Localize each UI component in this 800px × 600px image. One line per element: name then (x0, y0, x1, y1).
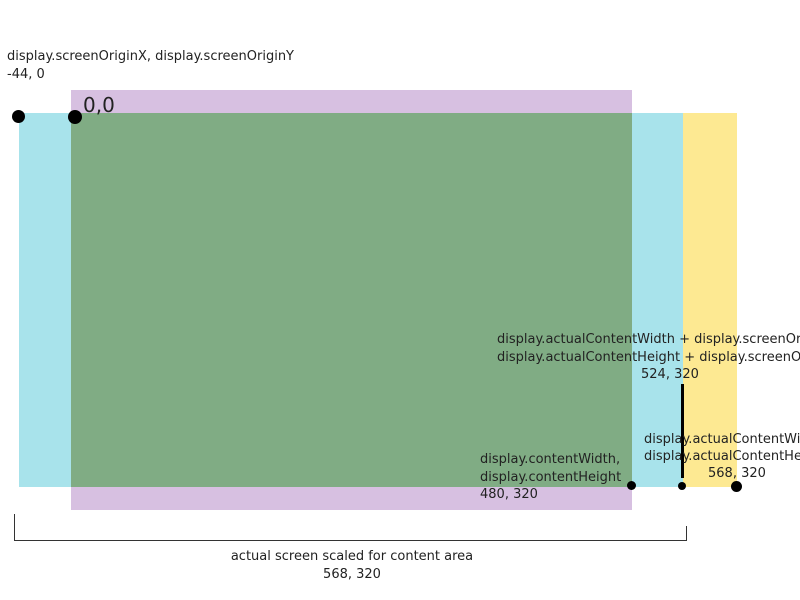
actual-plus-origin-dot (678, 482, 686, 490)
actual-plus-origin-w-label: display.actualContentWidth + display.scr… (497, 332, 800, 347)
bracket-horizontal (14, 540, 687, 541)
screen-origin-title: display.screenOriginX, display.screenOri… (7, 49, 295, 64)
actual-content-width-label: display.actualContentWidth, (644, 432, 800, 447)
actual-content-size-dot (731, 481, 742, 492)
actual-content-value: 568, 320 (708, 466, 766, 481)
origin-label: 0,0 (83, 93, 115, 117)
content-width-label: display.contentWidth, (480, 452, 621, 467)
screen-origin-dot (12, 110, 25, 123)
actual-plus-origin-value: 524, 320 (641, 367, 699, 382)
green-overlap-region (71, 113, 632, 487)
content-size-value: 480, 320 (480, 487, 538, 502)
content-size-dot (627, 481, 636, 490)
content-height-label: display.contentHeight (480, 470, 622, 485)
yellow-extended-region (683, 113, 737, 487)
scaled-screen-value: 568, 320 (323, 567, 381, 582)
scaled-screen-title: actual screen scaled for content area (230, 549, 474, 564)
pointer-line (681, 384, 684, 478)
bracket-right-tick (686, 526, 687, 541)
actual-content-height-label: display.actualContentHeight (644, 449, 800, 464)
screen-origin-value: -44, 0 (7, 67, 45, 82)
actual-plus-origin-h-label: display.actualContentHeight + display.sc… (497, 350, 800, 365)
content-origin-dot (68, 110, 82, 124)
bracket-left-tick (14, 514, 15, 540)
